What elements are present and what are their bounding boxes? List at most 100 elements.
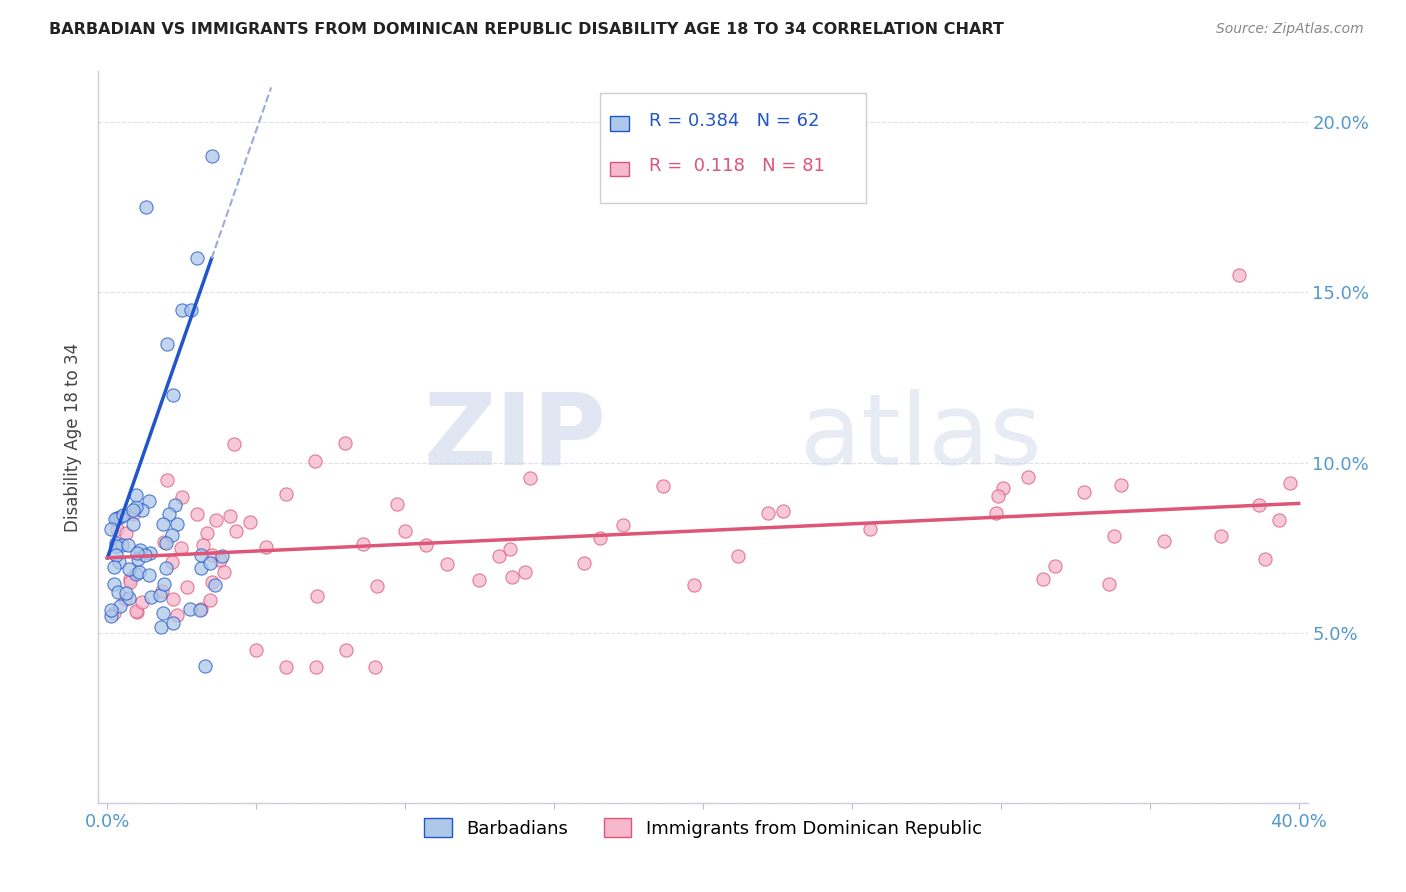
- Point: [156, 473, 179, 487]
- Point: [366, 579, 388, 593]
- Point: [118, 572, 141, 586]
- Point: [138, 494, 160, 508]
- FancyBboxPatch shape: [600, 94, 866, 203]
- Point: [186, 252, 208, 266]
- Point: [204, 578, 226, 592]
- Point: [114, 591, 136, 606]
- Point: [105, 523, 128, 537]
- Point: [415, 538, 437, 552]
- Point: [139, 590, 162, 604]
- Point: [1102, 529, 1125, 543]
- Legend: Barbadians, Immigrants from Dominican Republic: Barbadians, Immigrants from Dominican Re…: [418, 811, 988, 845]
- Point: [245, 642, 267, 657]
- Point: [131, 595, 153, 609]
- Point: [153, 535, 176, 549]
- Point: [135, 201, 157, 215]
- Point: [122, 503, 145, 517]
- Point: [104, 536, 127, 550]
- Point: [1032, 572, 1054, 586]
- Point: [134, 548, 156, 562]
- Point: [162, 387, 184, 401]
- Point: [727, 549, 749, 564]
- Point: [149, 588, 172, 602]
- Point: [125, 546, 148, 560]
- Point: [114, 526, 136, 541]
- Point: [108, 599, 131, 614]
- Point: [139, 546, 162, 560]
- Point: [105, 511, 128, 525]
- Point: [1247, 499, 1270, 513]
- Point: [274, 487, 297, 501]
- Point: [208, 552, 231, 566]
- Point: [198, 556, 221, 570]
- Point: [225, 524, 247, 539]
- Text: atlas: atlas: [800, 389, 1042, 485]
- Point: [188, 602, 211, 616]
- Point: [105, 539, 128, 553]
- Point: [156, 336, 179, 351]
- Point: [993, 481, 1015, 495]
- Point: [100, 608, 122, 623]
- Point: [152, 517, 174, 532]
- Point: [108, 555, 131, 569]
- Point: [118, 562, 141, 576]
- Point: [162, 591, 184, 606]
- Point: [170, 302, 193, 317]
- Point: [195, 526, 218, 541]
- Point: [194, 658, 217, 673]
- Point: [115, 586, 138, 600]
- Point: [117, 538, 139, 552]
- Point: [219, 508, 242, 523]
- Point: [166, 516, 188, 531]
- Point: [166, 607, 188, 622]
- Point: [254, 540, 277, 554]
- Bar: [610, 161, 628, 176]
- Point: [201, 549, 224, 563]
- Point: [224, 437, 246, 451]
- Point: [499, 542, 522, 557]
- Point: [157, 507, 180, 521]
- Point: [107, 584, 129, 599]
- Point: [612, 517, 634, 532]
- Text: ZIP: ZIP: [423, 389, 606, 485]
- Point: [501, 570, 523, 584]
- Point: [105, 548, 128, 562]
- Point: [160, 555, 183, 569]
- Point: [198, 593, 221, 607]
- Point: [683, 578, 706, 592]
- Point: [131, 503, 153, 517]
- Point: [162, 616, 184, 631]
- Point: [186, 507, 208, 521]
- Point: [111, 508, 134, 522]
- Point: [987, 489, 1010, 503]
- Point: [103, 560, 125, 574]
- Text: R = 0.384   N = 62: R = 0.384 N = 62: [648, 112, 820, 130]
- Point: [191, 538, 214, 552]
- Point: [150, 584, 173, 599]
- Point: [160, 528, 183, 542]
- Point: [1153, 534, 1175, 549]
- Point: [200, 149, 222, 163]
- Point: [211, 549, 233, 563]
- Point: [100, 603, 122, 617]
- Point: [1227, 268, 1250, 283]
- Point: [180, 302, 202, 317]
- Point: [364, 659, 387, 673]
- Point: [756, 506, 779, 520]
- Point: [150, 620, 173, 634]
- Point: [436, 557, 458, 571]
- Point: [103, 577, 125, 591]
- Point: [984, 506, 1007, 520]
- Text: BARBADIAN VS IMMIGRANTS FROM DOMINICAN REPUBLIC DISABILITY AGE 18 TO 34 CORRELAT: BARBADIAN VS IMMIGRANTS FROM DOMINICAN R…: [49, 22, 1004, 37]
- Point: [117, 591, 139, 605]
- Text: R =  0.118   N = 81: R = 0.118 N = 81: [648, 158, 824, 176]
- Point: [125, 500, 148, 515]
- Point: [103, 607, 125, 621]
- Point: [190, 602, 212, 616]
- Point: [118, 574, 141, 589]
- Point: [122, 516, 145, 531]
- Point: [100, 522, 122, 536]
- Bar: [610, 116, 628, 131]
- Point: [468, 573, 491, 587]
- Point: [125, 566, 148, 581]
